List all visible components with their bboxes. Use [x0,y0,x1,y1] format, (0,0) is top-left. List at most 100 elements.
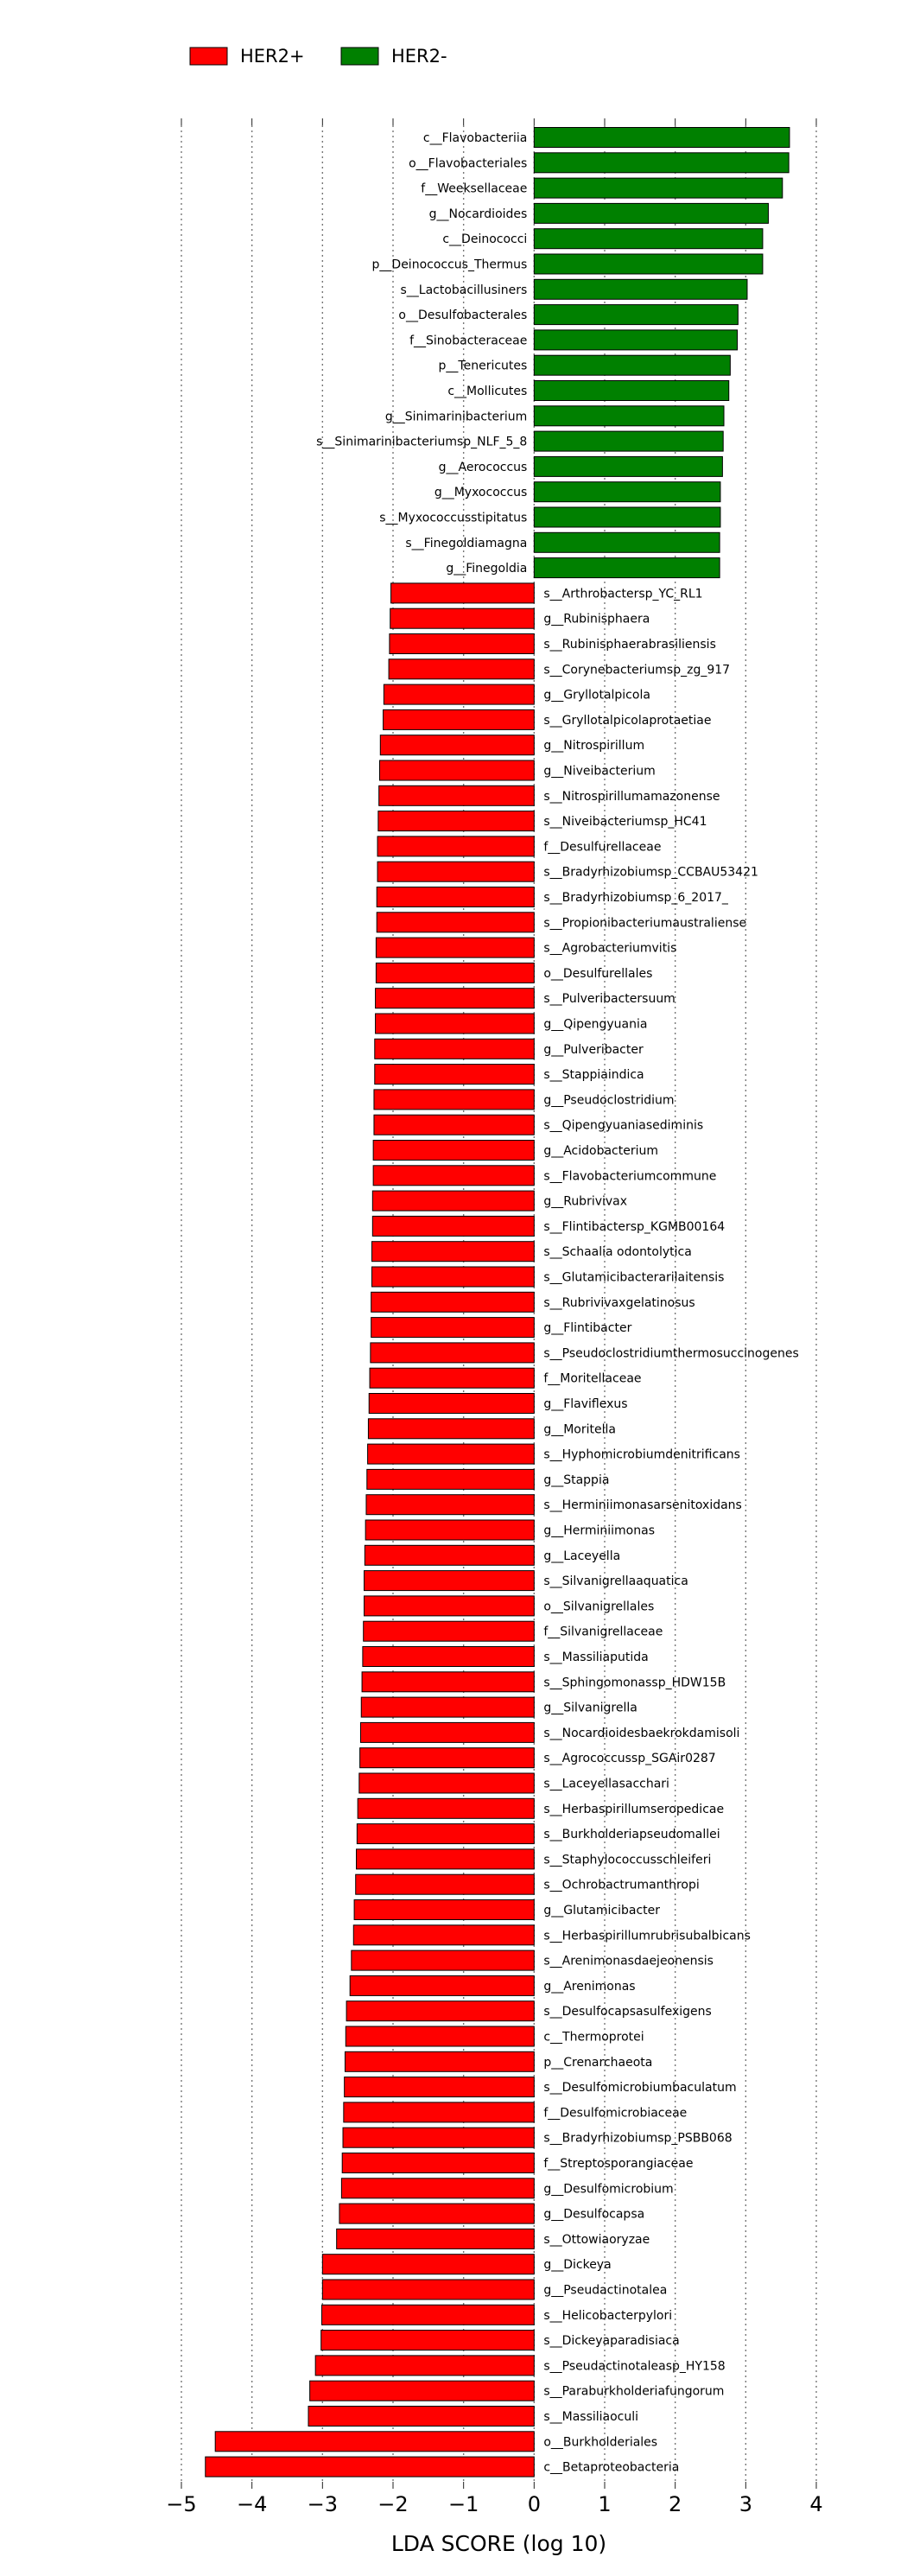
tick-label: 2 [669,2492,682,2516]
bar [359,1721,535,1743]
category-label: g__Stappia [543,1473,609,1487]
category-label: s__Staphylococcusschleiferi [543,1853,711,1867]
bar [378,760,535,781]
bar [356,1823,535,1845]
category-label: f__Streptosporangiaceae [543,2157,693,2171]
category-label: s__Rubrivivaxgelatinosus [543,1296,695,1310]
category-label: g__Dickeya [543,2258,611,2272]
category-label: c__Mollicutes [447,385,527,398]
bar [367,1418,535,1440]
bar [390,607,535,629]
bar [214,2431,535,2452]
bar [377,861,535,882]
bar [357,1797,535,1819]
bar [340,2178,535,2199]
category-label: s__Glutamicibacterarilaitensis [543,1271,724,1285]
category-label: s__Bradyrhizobiumsp_6_2017_ [543,891,729,905]
category-label: g__Acidobacterium [543,1144,658,1158]
bar [321,2254,535,2275]
category-label: g__Glutamicibacter [543,1904,660,1918]
category-label: s__Desulfomicrobiumbaculatum [543,2081,736,2095]
category-label: s__Qipengyuaniasediminis [543,1119,703,1133]
bar [320,2330,535,2351]
bar [371,1291,535,1313]
bar [375,962,535,983]
bar [339,2203,535,2224]
category-label: g__Aerococcus [439,461,528,474]
category-label: s__Propionibacteriumaustraliense [543,916,746,930]
bar [383,709,535,730]
bar [363,1620,535,1642]
bar [345,2026,535,2047]
category-label: g__Laceyella [543,1549,620,1563]
category-label: g__Flintibacter [543,1321,631,1335]
legend-label: HER2- [391,46,447,67]
bar [349,1975,535,1996]
category-label: s__Pseudactinotaleasp_HY158 [543,2359,725,2373]
bar [314,2355,535,2376]
bar [344,2077,535,2098]
category-label: s__Finegoldiamagna [405,537,527,550]
bar [533,329,739,351]
bar [533,455,723,477]
bar [533,405,725,427]
category-label: s__Helicobacterpylori [543,2309,672,2323]
bar [353,1899,535,1920]
category-label: g__Finegoldia [446,562,527,576]
bar [375,1013,535,1034]
bar [371,1317,535,1339]
category-label: s__Bradyrhizobiumsp_PSBB068 [543,2132,732,2146]
category-label: g__Desulfocapsa [543,2208,644,2222]
category-label: c__Flavobacteriia [423,131,527,145]
bar [368,1393,535,1414]
category-label: s__Arthrobactersp_YC_RL1 [543,587,702,601]
bar [390,582,535,604]
category-label: s__Ochrobactrumanthropi [543,1879,699,1892]
category-label: s__Gryllotalpicolaprotaetiae [543,714,711,728]
bar [351,1949,535,1971]
bar [374,1038,535,1059]
bar [343,2102,535,2123]
category-label: g__Sinimarinibacterium [385,410,527,423]
category-label: f__Desulfurellaceae [543,840,661,854]
bar [533,531,720,553]
category-label: o__Desulfurellales [543,967,652,981]
category-label: s__Corynebacteriumsp_zg_917 [543,663,730,677]
bar [389,633,535,654]
legend-swatch [340,47,379,66]
bar [364,1544,535,1566]
category-label: g__Silvanigrella [543,1701,637,1715]
bar [379,735,535,756]
bar [308,2406,535,2427]
bar [533,481,721,503]
bar [364,1570,535,1592]
category-label: s__Flavobacteriumcommune [543,1169,716,1183]
bar [377,836,535,857]
category-label: s__Nitrospirillumamazonense [543,790,720,804]
category-label: c__Deinococci [442,232,527,246]
category-label: s__Sphingomonassp_HDW15B [543,1676,726,1689]
bar [309,2380,535,2401]
category-label: g__Nocardioides [429,207,528,221]
category-label: s__Rubinisphaerabrasiliensis [543,638,716,652]
category-label: g__Pseudactinotalea [543,2284,667,2298]
bar [371,1266,535,1288]
bars: c__Flavobacteriia o__Flavobacteriales f__W… [205,127,799,2477]
category-label: g__Flaviflexus [543,1397,627,1411]
category-label: s__Herbaspirillumseropedicae [543,1803,724,1816]
category-label: s__Dickeyaparadisiaca [543,2334,679,2348]
category-label: g__Qipengyuania [543,1018,647,1032]
bar [533,354,731,376]
category-label: f__Weeksellaceae [421,182,527,196]
category-label: g__Pseudoclostridium [543,1093,674,1107]
category-label: g__Desulfomicrobium [543,2182,673,2196]
bar [375,937,535,958]
bar [377,811,535,832]
bar [533,506,721,528]
bar [533,177,783,199]
category-label: s__Burkholderiapseudomallei [543,1828,720,1841]
category-label: g__Nitrospirillum [543,739,644,753]
bar [373,1114,535,1135]
tick-label: −1 [448,2492,479,2516]
